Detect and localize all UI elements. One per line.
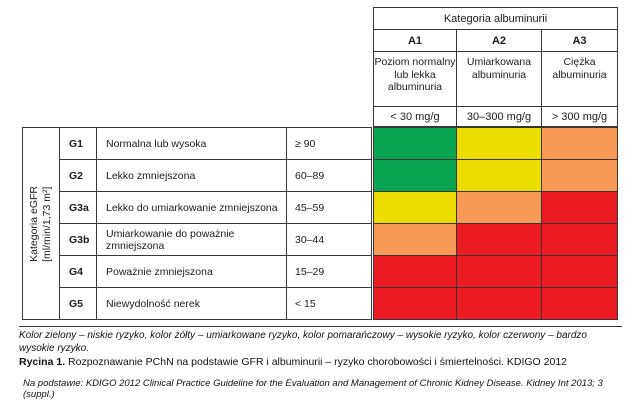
gfr-row-desc: Poważnie zmniejszona bbox=[97, 256, 286, 287]
color-legend-text: Kolor zielony – niskie ryzyko, kolor żół… bbox=[19, 330, 587, 354]
gfr-row-desc: Umiarkowanie do poważnie zmniejszona bbox=[97, 224, 286, 255]
risk-cell-g5-a3 bbox=[542, 288, 617, 319]
risk-cell-g2-a2 bbox=[457, 160, 541, 191]
risk-cell-g1-a1 bbox=[374, 128, 456, 159]
gfr-row-desc: Normalna lub wysoka bbox=[97, 128, 286, 159]
gfr-row-code: G2 bbox=[60, 160, 96, 191]
gfr-category-table: Kategoria eGFR [ml/min/1,73 m²] G1 Norma… bbox=[22, 127, 372, 320]
risk-cell-g3b-a1 bbox=[374, 224, 456, 255]
gfr-row-range: 45–59 bbox=[287, 192, 371, 223]
albuminuria-range-a3: > 300 mg/g bbox=[542, 107, 617, 126]
gfr-axis-label: Kategoria eGFR [ml/min/1,73 m²] bbox=[28, 185, 53, 262]
gfr-row-range: 15–29 bbox=[287, 256, 371, 287]
risk-cell-g1-a2 bbox=[457, 128, 541, 159]
risk-cell-g3b-a2 bbox=[457, 224, 541, 255]
albuminuria-code-a3: A3 bbox=[542, 30, 617, 51]
gfr-row-code: G1 bbox=[60, 128, 96, 159]
risk-cell-g1-a3 bbox=[542, 128, 617, 159]
gfr-row-code: G3a bbox=[60, 192, 96, 223]
risk-cell-g5-a1 bbox=[374, 288, 456, 319]
albuminuria-code-a2: A2 bbox=[457, 30, 541, 51]
gfr-row-code: G5 bbox=[60, 288, 96, 319]
figure-caption-label: Rycina 1. bbox=[19, 356, 66, 368]
caption-divider bbox=[19, 326, 622, 327]
gfr-row-desc: Lekko zmniejszona bbox=[97, 160, 286, 191]
risk-cell-g4-a3 bbox=[542, 256, 617, 287]
gfr-row-range: 60–89 bbox=[287, 160, 371, 191]
risk-cell-g2-a1 bbox=[374, 160, 456, 191]
albuminuria-title: Kategoria albuminurii bbox=[374, 8, 617, 29]
risk-cell-g4-a2 bbox=[457, 256, 541, 287]
gfr-axis-label-cell: Kategoria eGFR [ml/min/1,73 m²] bbox=[23, 128, 59, 319]
risk-cell-g3a-a2 bbox=[457, 192, 541, 223]
risk-cell-g3b-a3 bbox=[542, 224, 617, 255]
gfr-row-range: ≥ 90 bbox=[287, 128, 371, 159]
albuminuria-range-a2: 30–300 mg/g bbox=[457, 107, 541, 126]
figure-caption: Rycina 1. Rozpoznawanie PChN na podstawi… bbox=[19, 356, 631, 368]
albuminuria-header-table: Kategoria albuminurii A1 A2 A3 Poziom no… bbox=[373, 7, 618, 127]
gfr-row-code: G3b bbox=[60, 224, 96, 255]
albuminuria-code-a1: A1 bbox=[374, 30, 456, 51]
albuminuria-range-a1: < 30 mg/g bbox=[374, 107, 456, 126]
gfr-row-desc: Lekko do umiarkowanie zmniejszona bbox=[97, 192, 286, 223]
risk-cell-g2-a3 bbox=[542, 160, 617, 191]
albuminuria-desc-a3: Ciężka albuminuria bbox=[542, 52, 617, 106]
gfr-row-range: < 15 bbox=[287, 288, 371, 319]
gfr-row-desc: Niewydolność nerek bbox=[97, 288, 286, 319]
source-reference: Na podstawie: KDIGO 2012 Clinical Practi… bbox=[23, 378, 603, 400]
risk-matrix bbox=[373, 127, 618, 320]
albuminuria-desc-a2: Umiarkowana albuminuria bbox=[457, 52, 541, 106]
gfr-row-code: G4 bbox=[60, 256, 96, 287]
risk-cell-g3a-a3 bbox=[542, 192, 617, 223]
figure-caption-text: Rozpoznawanie PChN na podstawie GFR i al… bbox=[65, 356, 567, 368]
risk-cell-g5-a2 bbox=[457, 288, 541, 319]
risk-cell-g3a-a1 bbox=[374, 192, 456, 223]
risk-cell-g4-a1 bbox=[374, 256, 456, 287]
gfr-row-range: 30–44 bbox=[287, 224, 371, 255]
albuminuria-desc-a1: Poziom normalny lub lekka albuminuria bbox=[374, 52, 456, 106]
